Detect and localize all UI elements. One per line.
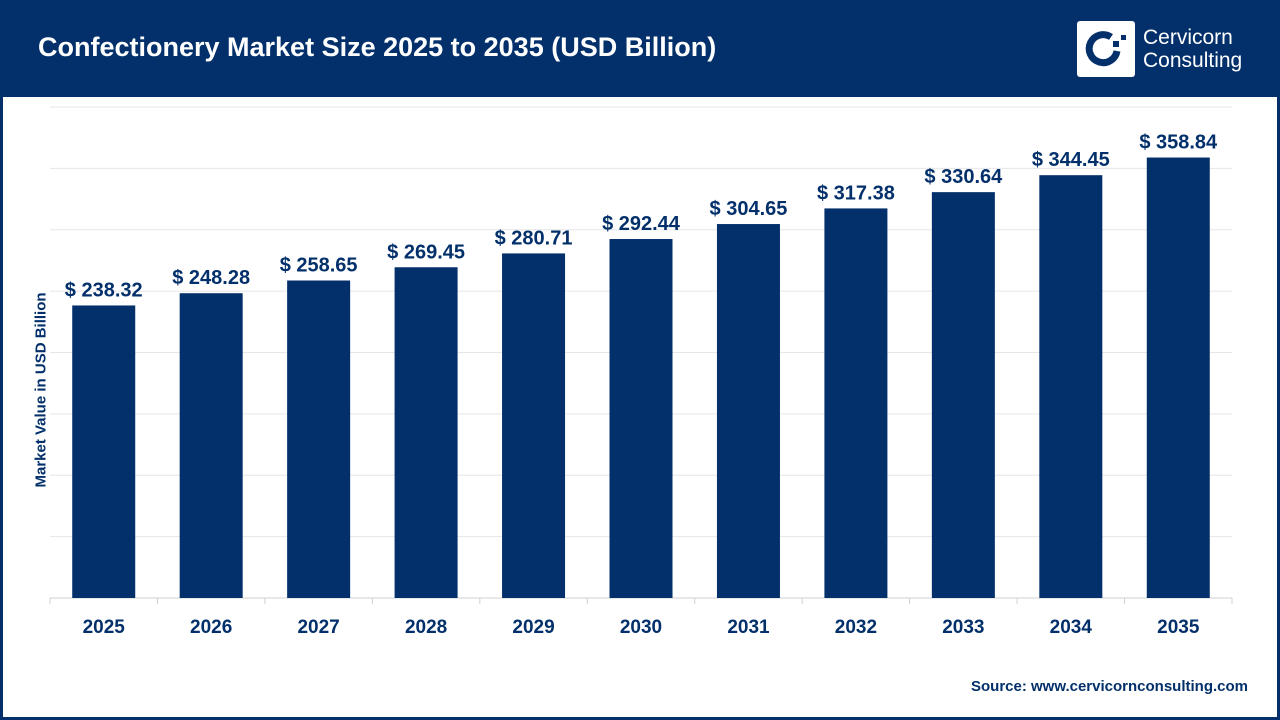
x-tick-label: 2033 — [942, 617, 984, 638]
bar-2027 — [287, 280, 351, 598]
data-label: $ 280.71 — [495, 227, 573, 249]
bar-2028 — [394, 267, 458, 598]
x-tick-label: 2035 — [1157, 617, 1200, 638]
y-axis-label: Market Value in USD Billion — [32, 292, 50, 488]
bar-2029 — [502, 253, 566, 599]
data-label: $ 330.64 — [924, 166, 1003, 188]
x-tick-label: 2025 — [83, 617, 126, 638]
x-tick-label: 2031 — [727, 617, 770, 638]
logo-line2: Consulting — [1143, 49, 1243, 72]
data-label: $ 358.84 — [1139, 132, 1218, 154]
x-tick-label: 2027 — [297, 617, 339, 638]
data-label: $ 344.45 — [1032, 149, 1110, 171]
data-label: $ 317.38 — [817, 182, 895, 204]
data-label: $ 258.65 — [280, 255, 358, 277]
bar-2035 — [1146, 157, 1210, 598]
bar-2034 — [1039, 175, 1103, 598]
data-label: $ 269.45 — [387, 241, 465, 263]
bar-2026 — [179, 293, 243, 598]
cervicorn-logo: Cervicorn Consulting — [1077, 21, 1242, 77]
x-tick-label: 2034 — [1050, 617, 1093, 638]
bar-2031 — [716, 224, 780, 599]
data-label: $ 304.65 — [710, 198, 788, 220]
x-tick-label: 2029 — [512, 617, 554, 638]
x-tick-label: 2032 — [835, 617, 877, 638]
data-label: $ 292.44 — [602, 213, 681, 235]
x-tick-label: 2026 — [190, 617, 232, 638]
x-tick-label: 2030 — [620, 617, 662, 638]
logo-mark-icon — [1077, 21, 1135, 77]
x-tick-label: 2028 — [405, 617, 447, 638]
header-bar: Confectionery Market Size 2025 to 2035 (… — [0, 0, 1280, 97]
chart-title: Confectionery Market Size 2025 to 2035 (… — [38, 32, 717, 62]
source-note: Source: www.cervicornconsulting.com — [970, 678, 1248, 695]
bar-2030 — [609, 239, 673, 598]
bar-2033 — [931, 192, 995, 598]
data-label: $ 238.32 — [65, 279, 143, 301]
data-label: $ 248.28 — [172, 267, 250, 289]
bar-2032 — [824, 208, 888, 598]
bar-2025 — [72, 305, 136, 598]
logo-line1: Cervicorn — [1143, 26, 1233, 49]
